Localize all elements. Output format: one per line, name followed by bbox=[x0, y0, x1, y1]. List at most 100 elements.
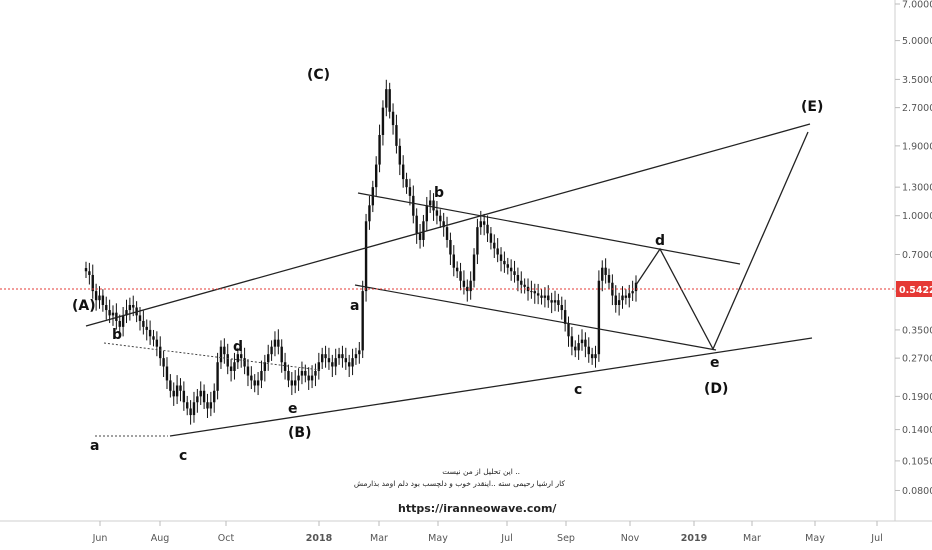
y-tick-label: 0.14000 bbox=[902, 425, 932, 436]
candle-body bbox=[314, 370, 317, 376]
candle bbox=[101, 289, 105, 312]
candle bbox=[368, 195, 371, 230]
candle bbox=[422, 214, 425, 247]
sub-wave-label-c-1: c bbox=[179, 448, 187, 464]
candle bbox=[115, 303, 118, 330]
candle-body bbox=[486, 224, 489, 234]
candle-body bbox=[148, 329, 152, 337]
sub-triangle-upper-line bbox=[103, 342, 321, 371]
candle bbox=[378, 124, 381, 173]
candle bbox=[297, 368, 300, 391]
candle-body bbox=[199, 390, 202, 397]
candle-body bbox=[401, 164, 405, 180]
trendlines bbox=[85, 123, 813, 437]
candle bbox=[314, 363, 317, 387]
candle-body bbox=[98, 295, 101, 301]
y-tick-label: 0.70000 bbox=[902, 250, 932, 261]
candle bbox=[105, 296, 108, 320]
candle-body bbox=[169, 380, 172, 391]
candle-body bbox=[445, 227, 449, 240]
candle-body bbox=[408, 187, 412, 196]
y-tick-label: 0.19000 bbox=[902, 392, 932, 403]
source-url[interactable]: https://iranneowave.com/ bbox=[398, 502, 557, 515]
candle-body bbox=[145, 326, 148, 330]
candle-body bbox=[320, 354, 324, 363]
candle-body bbox=[523, 284, 526, 287]
sub-wave-label-c-2: c bbox=[574, 382, 582, 398]
candle bbox=[179, 378, 182, 402]
candle bbox=[331, 354, 334, 378]
candle-body bbox=[580, 339, 584, 344]
candle-body bbox=[536, 293, 540, 296]
candle bbox=[162, 350, 165, 378]
candle-body bbox=[209, 402, 213, 409]
candle bbox=[182, 381, 186, 411]
candle-body bbox=[607, 274, 611, 283]
candle-body bbox=[267, 354, 270, 363]
wave-label-C: (C) bbox=[307, 67, 330, 83]
candle bbox=[388, 82, 391, 119]
candle-body bbox=[624, 295, 628, 298]
x-tick-label: Jul bbox=[870, 533, 882, 544]
y-tick-label: 7.00000 bbox=[902, 0, 932, 11]
y-tick-label: 0.35000 bbox=[902, 325, 932, 336]
candle bbox=[213, 383, 216, 413]
candle bbox=[412, 185, 415, 224]
candle-body bbox=[361, 291, 364, 351]
candle-body bbox=[496, 248, 499, 255]
candle-body bbox=[520, 280, 523, 285]
candle-body bbox=[94, 291, 98, 301]
candle bbox=[199, 381, 202, 405]
candle bbox=[597, 270, 601, 362]
candle bbox=[236, 347, 240, 369]
candle bbox=[614, 285, 617, 313]
candle-body bbox=[499, 254, 503, 261]
current-price-value: 0.54228 bbox=[899, 285, 932, 296]
candle-body bbox=[115, 312, 118, 321]
candle bbox=[94, 283, 98, 311]
candle bbox=[617, 292, 621, 316]
candle bbox=[385, 79, 388, 117]
candle bbox=[192, 391, 196, 423]
candle-body bbox=[317, 362, 321, 371]
candles bbox=[84, 79, 638, 425]
candle-body bbox=[246, 366, 250, 376]
candle-body bbox=[533, 291, 536, 294]
candle bbox=[111, 305, 115, 326]
candle-body bbox=[368, 205, 371, 222]
candle bbox=[307, 367, 310, 390]
candle bbox=[479, 210, 482, 235]
candle bbox=[513, 260, 516, 283]
candle bbox=[337, 347, 341, 365]
wave-labels: (A) (B) (C) (D) (E) a b c d e a b c d e bbox=[72, 67, 823, 464]
candle bbox=[493, 234, 496, 258]
candle-body bbox=[398, 145, 402, 165]
candle bbox=[405, 172, 408, 194]
wave-b-upper-line bbox=[357, 192, 741, 265]
candle bbox=[223, 338, 226, 364]
candle-body bbox=[378, 134, 381, 165]
candle-body bbox=[253, 380, 256, 386]
candle bbox=[287, 364, 290, 388]
candle bbox=[550, 292, 553, 314]
candle-body bbox=[493, 242, 496, 249]
candle-body bbox=[584, 339, 587, 347]
sub-wave-label-d-1: d bbox=[233, 339, 243, 355]
x-tick-label: Jul bbox=[500, 533, 512, 544]
sub-wave-label-a-2: a bbox=[350, 298, 359, 314]
candle bbox=[189, 400, 192, 425]
candle bbox=[442, 212, 445, 237]
sub-wave-label-e-2: e bbox=[710, 355, 720, 371]
candle-body bbox=[550, 300, 553, 303]
candle-body bbox=[189, 408, 192, 416]
candle bbox=[202, 384, 206, 409]
candle-body bbox=[125, 310, 128, 316]
candle bbox=[84, 261, 88, 279]
candle bbox=[624, 289, 628, 305]
candle-body bbox=[152, 336, 155, 340]
candle bbox=[607, 268, 611, 290]
candle bbox=[263, 354, 267, 382]
candle bbox=[155, 331, 159, 357]
candle bbox=[401, 155, 405, 188]
candle-body bbox=[108, 310, 111, 316]
